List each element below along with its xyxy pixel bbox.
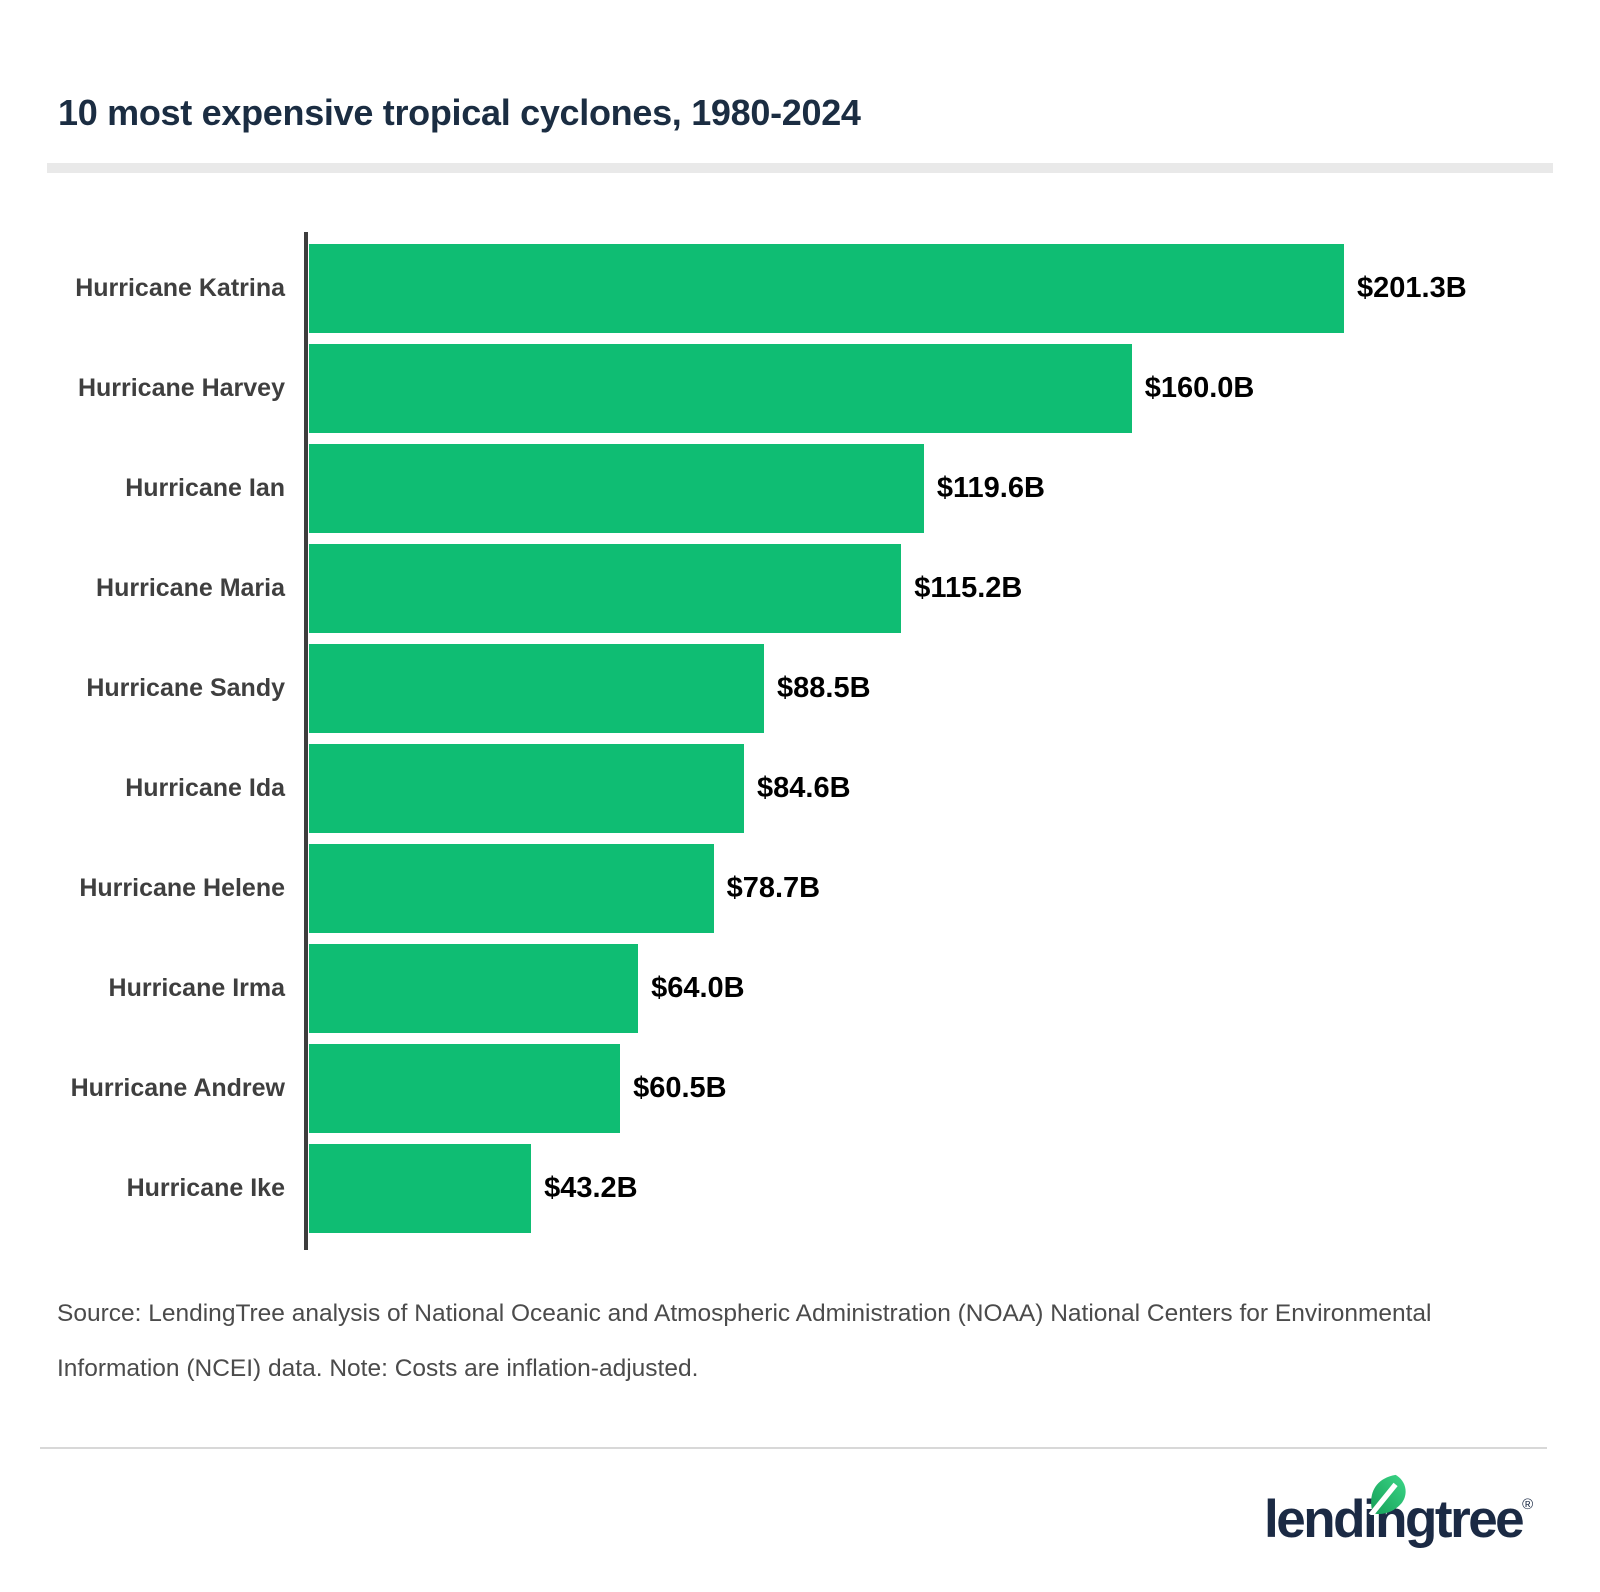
bar-value: $64.0B [651, 972, 745, 1004]
bar-value: $160.0B [1144, 372, 1255, 404]
bar-value: $115.2B [914, 572, 1023, 604]
bar [309, 1044, 621, 1133]
bar-label: Hurricane Katrina [75, 274, 285, 302]
bar-rows: Hurricane Katrina $201.3B Hurricane Harvey… [0, 244, 1600, 1233]
bar-label: Hurricane Ian [125, 474, 285, 502]
bar-label: Hurricane Irma [108, 974, 285, 1002]
bar [309, 544, 902, 633]
bar-row: Hurricane Maria $115.2B [0, 544, 1600, 633]
bar-value: $88.5B [777, 672, 871, 704]
bar-value: $43.2B [544, 1172, 638, 1204]
registered-trademark-icon: ® [1522, 1496, 1534, 1513]
bar [309, 744, 744, 833]
bar-value: $60.5B [633, 1072, 727, 1104]
chart-title: 10 most expensive tropical cyclones, 198… [58, 92, 861, 133]
bar-label: Hurricane Helene [79, 874, 285, 902]
bar-label: Hurricane Ike [126, 1174, 285, 1202]
bar [309, 1144, 532, 1233]
bar-value: $201.3B [1357, 272, 1467, 304]
bar-row: Hurricane Andrew $60.5B [0, 1044, 1600, 1133]
bar-label: Hurricane Harvey [77, 374, 285, 402]
y-axis-line [304, 232, 308, 1250]
bar-value: $119.6B [936, 472, 1045, 504]
bar-label: Hurricane Ida [125, 774, 285, 802]
bar-chart: Hurricane Katrina $201.3B Hurricane Harvey… [0, 232, 1600, 1250]
bar [309, 644, 764, 733]
bar-row: Hurricane Sandy $88.5B [0, 644, 1600, 733]
bar-value: $84.6B [757, 772, 851, 804]
title-divider [47, 163, 1553, 173]
bar [309, 344, 1132, 433]
bar-label: Hurricane Andrew [70, 1074, 285, 1102]
leaf-icon [1368, 1474, 1406, 1515]
bar-row: Hurricane Ike $43.2B [0, 1144, 1600, 1233]
bar [309, 944, 639, 1033]
bar-row: Hurricane Ian $119.6B [0, 444, 1600, 533]
bar-row: Hurricane Harvey $160.0B [0, 344, 1600, 433]
bar [309, 844, 714, 933]
bar-label: Hurricane Maria [96, 574, 285, 602]
bar-row: Hurricane Ida $84.6B [0, 744, 1600, 833]
lendingtree-logo: lendingtree® [1264, 1474, 1534, 1569]
bar-row: Hurricane Helene $78.7B [0, 844, 1600, 933]
source-note: Source: LendingTree analysis of National… [57, 1300, 1432, 1382]
bar-value: $78.7B [726, 872, 821, 904]
bar-row: Hurricane Irma $64.0B [0, 944, 1600, 1033]
bar-row: Hurricane Katrina $201.3B [0, 244, 1600, 333]
bar [309, 444, 924, 533]
footer-divider [40, 1447, 1547, 1449]
bar-label: Hurricane Sandy [86, 674, 285, 702]
bar [309, 244, 1344, 333]
